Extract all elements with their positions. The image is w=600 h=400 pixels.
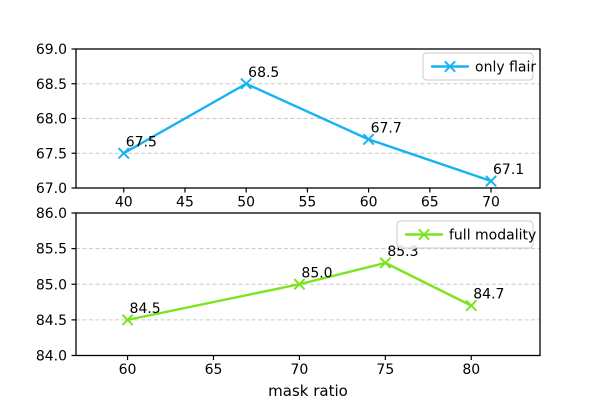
- y-tick-label: 68.0: [36, 112, 67, 128]
- data-point-marker: [293, 278, 306, 290]
- data-point-marker: [379, 257, 391, 269]
- legend: full modality: [396, 220, 536, 249]
- series-line-only-flair: [122, 82, 493, 183]
- x-tick-label: 70: [482, 195, 500, 211]
- y-tick-label: 68.5: [36, 77, 67, 93]
- legend-box: [422, 52, 534, 81]
- point-value-label: 84.5: [130, 301, 161, 317]
- point-value-label: 67.1: [493, 162, 524, 178]
- legend-label: only flair: [475, 60, 536, 76]
- x-tick-label: 75: [376, 362, 394, 378]
- x-tick-label: 60: [119, 362, 137, 378]
- y-tick-label: 67.5: [36, 146, 67, 162]
- data-point-marker: [465, 300, 477, 312]
- series-line-full-modality: [126, 261, 473, 322]
- point-value-label: 84.7: [473, 287, 504, 303]
- legend-sample-marker: [418, 228, 430, 241]
- y-tick-label: 86.0: [36, 206, 67, 222]
- point-value-label: 67.7: [371, 120, 402, 136]
- y-tick-label: 85.0: [36, 277, 67, 293]
- x-tick-label: 45: [176, 195, 194, 211]
- legend-sample-marker: [444, 60, 456, 73]
- x-tick-label: 50: [237, 195, 255, 211]
- subplot-2: 84.585.085.384.760 65 70 75 8084.084.585.085…: [36, 206, 541, 400]
- data-point-marker: [240, 78, 252, 90]
- y-tick-label: 84.5: [36, 313, 67, 329]
- legend-box: [396, 220, 534, 249]
- point-value-label: 85.0: [301, 265, 332, 281]
- data-point-marker: [121, 314, 134, 326]
- legend: only flair: [422, 52, 536, 81]
- data-point-marker: [485, 175, 497, 187]
- y-tick-label: 67.0: [36, 181, 67, 197]
- x-tick-label: 65: [205, 362, 223, 378]
- data-point-marker: [363, 133, 375, 145]
- x-axis-label: mask ratio: [268, 382, 348, 400]
- subplot-1: 67.5 68.5 67.7 67.1 40 45 50 55 60 65 70 67.0 67.5 68…: [36, 42, 541, 211]
- x-tick-label: 65: [421, 195, 439, 211]
- y-tick-label: 69.0: [36, 42, 67, 58]
- y-tick-label: 84.0: [36, 349, 67, 365]
- point-value-label: 67.5: [126, 134, 157, 150]
- x-tick-label: 60: [360, 195, 378, 211]
- data-point-marker: [118, 147, 130, 159]
- y-tick-label: 85.5: [36, 242, 67, 258]
- x-tick-label: 80: [462, 362, 480, 378]
- x-tick-label: 70: [290, 362, 308, 378]
- legend-label: full modality: [449, 228, 536, 244]
- point-value-label: 68.5: [248, 65, 279, 81]
- x-tick-label: 40: [115, 195, 133, 211]
- x-tick-label: 55: [298, 195, 316, 211]
